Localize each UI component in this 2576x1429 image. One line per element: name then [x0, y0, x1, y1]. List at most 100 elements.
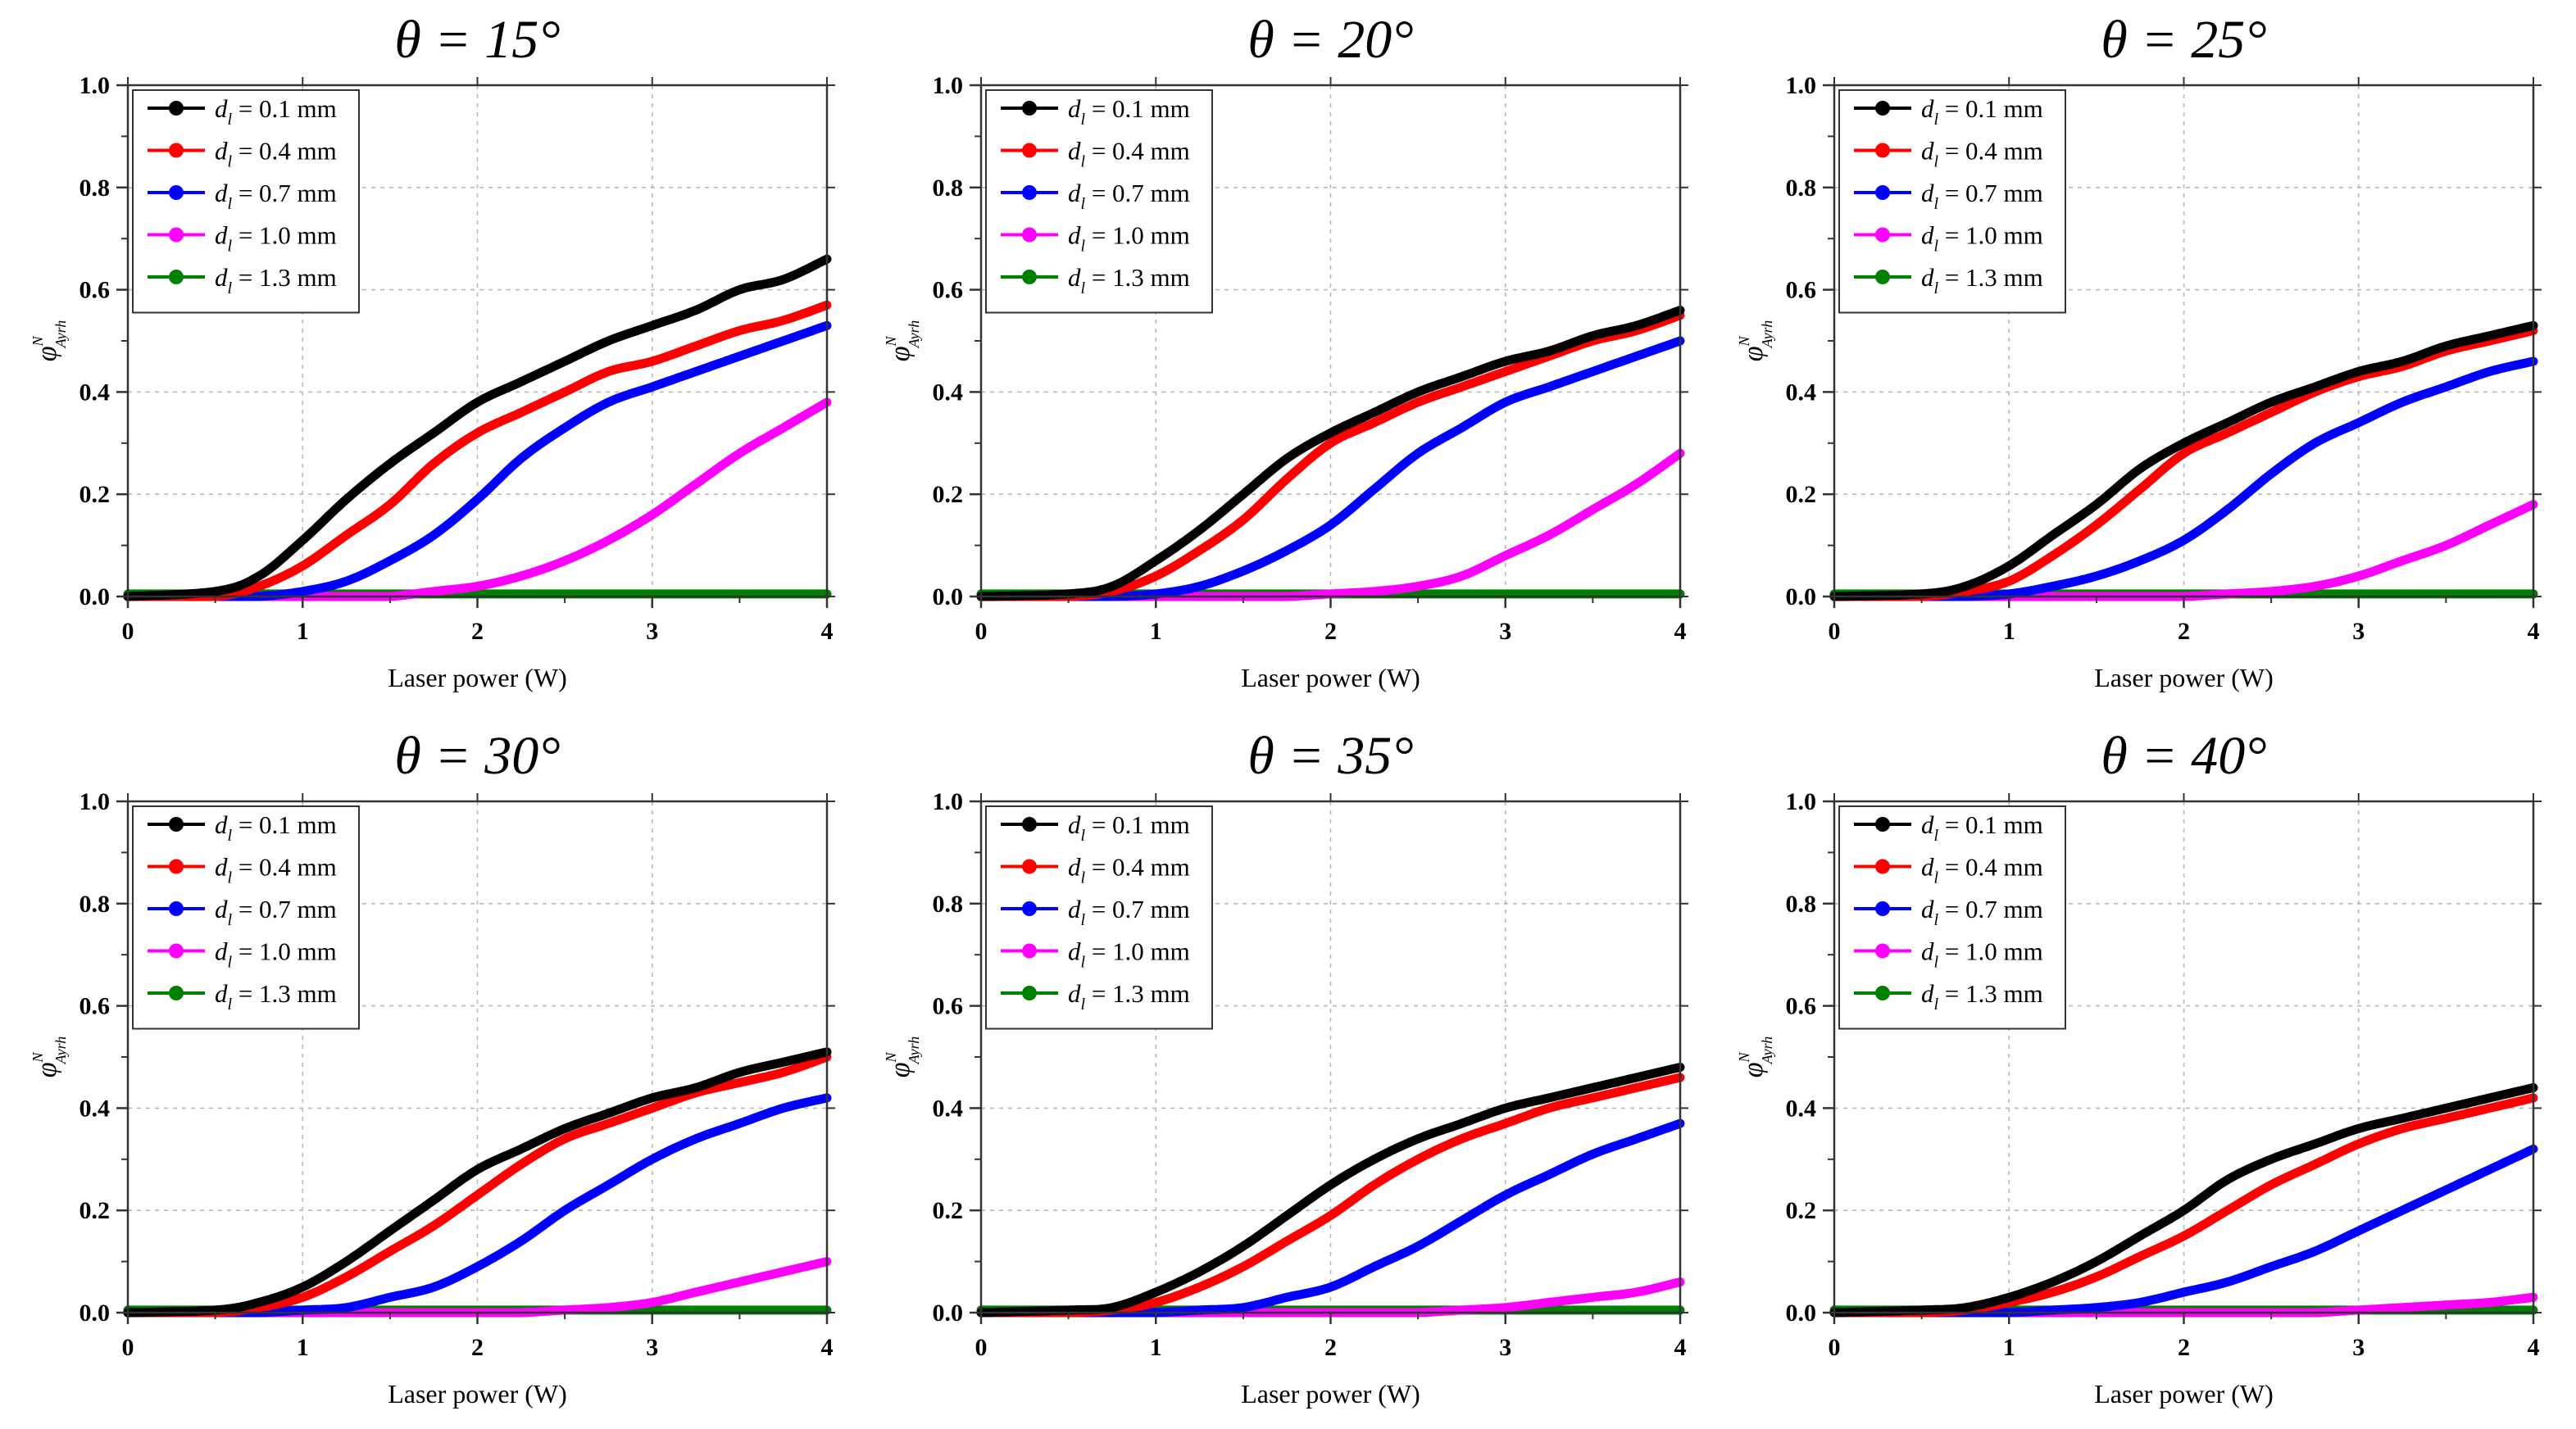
- chart-title: θ = 15°: [394, 10, 560, 70]
- chart-panel-5: θ = 35° 0 1 2 3 4 0.0 0.2 0.4 0.6 0.8 1.0 Laser powe…: [883, 726, 1688, 1409]
- legend-swatch-marker: [1875, 986, 1890, 1000]
- series-line-04: [123, 300, 832, 601]
- legend-entry: dl = 0.4 mm: [215, 853, 337, 887]
- y-axis-label: φN Ayrh: [30, 1037, 69, 1078]
- legend-swatch-marker: [169, 817, 184, 832]
- y-tick-label: 0.0: [80, 1300, 111, 1327]
- x-axis-label: Laser power (W): [388, 1379, 567, 1409]
- y-tick-label: 0.8: [1786, 891, 1817, 918]
- y-tick-label: 0.8: [80, 891, 111, 918]
- y-tick-label: 0.2: [933, 1197, 964, 1224]
- x-tick-label: 1: [297, 618, 309, 645]
- x-tick-label: 2: [1324, 618, 1337, 645]
- legend-swatch-marker: [1022, 270, 1037, 284]
- legend-entry: dl = 0.4 mm: [1921, 137, 2043, 171]
- x-tick-label: 0: [975, 1334, 988, 1361]
- x-tick-label: 2: [471, 618, 484, 645]
- legend-entry: dl = 1.3 mm: [1921, 979, 2043, 1014]
- y-tick-label: 0.0: [933, 1300, 964, 1327]
- y-tick-label: 0.2: [80, 481, 111, 508]
- legend-swatch-marker: [1875, 185, 1890, 200]
- legend-swatch-marker: [1022, 143, 1037, 158]
- y-tick-label: 0.6: [80, 277, 111, 304]
- y-tick-label: 0.6: [933, 993, 964, 1020]
- legend-swatch-marker: [1875, 901, 1890, 916]
- chart-panel-3: θ = 25° 0 1 2 3 4 0.0 0.2 0.4 0.6 0.8 1.0 Laser powe…: [1736, 10, 2542, 692]
- x-tick-label: 0: [1829, 618, 1841, 645]
- x-axis-label: Laser power (W): [1241, 663, 1420, 692]
- legend-swatch-marker: [1022, 986, 1037, 1000]
- legend: dl = 0.1 mm dl = 0.4 mm dl = 0.7 mm dl = 1.…: [1838, 89, 2066, 314]
- y-tick-label: 0.2: [933, 481, 964, 508]
- y-axis-label: φN Ayrh: [1736, 1037, 1775, 1078]
- series-line-07: [123, 1093, 832, 1318]
- x-tick-label: 2: [471, 1334, 484, 1361]
- legend-entry: dl = 0.7 mm: [1068, 179, 1190, 213]
- y-axis-label: φN Ayrh: [30, 320, 69, 362]
- y-tick-label: 1.0: [80, 72, 111, 99]
- legend-swatch-marker: [1875, 101, 1890, 116]
- y-tick-label: 0.8: [1786, 175, 1817, 202]
- y-tick-label: 1.0: [933, 788, 964, 815]
- legend-entry: dl = 0.7 mm: [215, 895, 337, 929]
- legend-entry: dl = 1.0 mm: [1068, 221, 1190, 256]
- legend-swatch-marker: [1022, 901, 1037, 916]
- legend-swatch-marker: [1022, 227, 1037, 243]
- x-tick-label: 0: [122, 618, 134, 645]
- legend-swatch-marker: [1875, 270, 1890, 284]
- x-tick-label: 1: [1150, 1334, 1162, 1361]
- y-tick-label: 0.4: [80, 379, 111, 406]
- x-tick-label: 1: [2003, 1334, 2015, 1361]
- legend-swatch-marker: [169, 943, 184, 959]
- x-axis-label: Laser power (W): [1241, 1379, 1420, 1409]
- legend-entry: dl = 0.7 mm: [215, 179, 337, 213]
- y-tick-label: 0.0: [1786, 1300, 1817, 1327]
- y-tick-label: 0.6: [80, 993, 111, 1020]
- legend-swatch-marker: [169, 986, 184, 1000]
- y-tick-label: 0.6: [1786, 993, 1817, 1020]
- legend-swatch-marker: [169, 143, 184, 158]
- chart-panel-6: θ = 40° 0 1 2 3 4 0.0 0.2 0.4 0.6 0.8 1.0 Laser powe…: [1736, 726, 2542, 1409]
- legend-swatch-marker: [1022, 101, 1037, 116]
- legend-entry: dl = 1.0 mm: [215, 937, 337, 972]
- y-tick-label: 0.4: [1786, 1095, 1817, 1122]
- legend-box: [985, 805, 1213, 1030]
- x-tick-label: 3: [1499, 1334, 1511, 1361]
- y-tick-label: 0.4: [80, 1095, 111, 1122]
- legend-swatch-marker: [1022, 817, 1037, 832]
- legend-entry: dl = 0.1 mm: [1068, 810, 1190, 845]
- legend-swatch-marker: [169, 185, 184, 200]
- legend-box: [1838, 805, 2066, 1030]
- x-tick-label: 0: [975, 618, 988, 645]
- x-tick-label: 4: [2528, 1334, 2540, 1361]
- legend-entry: dl = 0.1 mm: [1921, 810, 2043, 845]
- legend-entry: dl = 1.0 mm: [1068, 937, 1190, 972]
- legend-entry: dl = 1.3 mm: [1068, 979, 1190, 1014]
- series-line-01: [123, 254, 832, 601]
- legend: dl = 0.1 mm dl = 0.4 mm dl = 0.7 mm dl = 1.…: [132, 89, 360, 314]
- legend-swatch-marker: [1022, 185, 1037, 200]
- y-axis-label: φN Ayrh: [1736, 320, 1775, 362]
- legend-entry: dl = 0.7 mm: [1921, 895, 2043, 929]
- legend-entry: dl = 0.4 mm: [1068, 137, 1190, 171]
- legend-entry: dl = 1.0 mm: [215, 221, 337, 256]
- y-tick-label: 0.8: [933, 891, 964, 918]
- legend-swatch-marker: [169, 859, 184, 874]
- legend-entry: dl = 1.3 mm: [215, 263, 337, 297]
- series-line-04: [976, 311, 1685, 601]
- chart-title: θ = 20°: [1247, 10, 1413, 70]
- series-line-01: [976, 306, 1685, 601]
- legend-entry: dl = 0.7 mm: [1921, 179, 2043, 213]
- legend-swatch-marker: [169, 901, 184, 916]
- legend-entry: dl = 0.7 mm: [1068, 895, 1190, 929]
- series-line-01: [1829, 320, 2538, 601]
- y-tick-label: 0.2: [1786, 481, 1817, 508]
- y-tick-label: 0.4: [1786, 379, 1817, 406]
- legend-swatch-marker: [1875, 227, 1890, 243]
- series-line-01: [976, 1063, 1685, 1318]
- x-tick-label: 2: [1324, 1334, 1337, 1361]
- x-tick-label: 0: [1829, 1334, 1841, 1361]
- x-tick-label: 3: [646, 1334, 658, 1361]
- x-tick-label: 1: [297, 1334, 309, 1361]
- legend-swatch-marker: [1875, 943, 1890, 959]
